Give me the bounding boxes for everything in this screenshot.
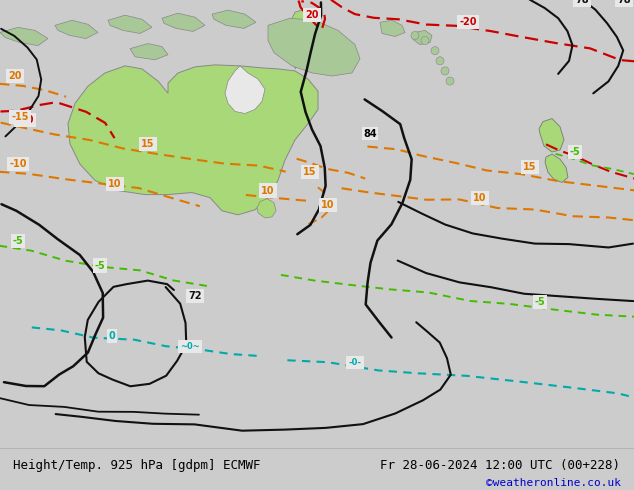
Polygon shape: [268, 18, 360, 76]
Text: ©weatheronline.co.uk: ©weatheronline.co.uk: [486, 478, 621, 489]
Text: 78: 78: [575, 0, 589, 5]
Polygon shape: [545, 154, 568, 182]
Circle shape: [436, 57, 444, 65]
Text: 84: 84: [363, 129, 377, 139]
Polygon shape: [257, 198, 276, 218]
Text: 0: 0: [108, 331, 115, 342]
Polygon shape: [380, 20, 405, 36]
Text: 15: 15: [523, 162, 537, 172]
Text: 10: 10: [261, 186, 275, 196]
Text: -20: -20: [16, 115, 34, 124]
Text: Fr 28-06-2024 12:00 UTC (00+228): Fr 28-06-2024 12:00 UTC (00+228): [380, 459, 621, 472]
Polygon shape: [162, 13, 205, 31]
Text: -5: -5: [534, 297, 545, 307]
Text: 15: 15: [141, 139, 155, 149]
Polygon shape: [0, 27, 48, 46]
Circle shape: [421, 36, 429, 45]
Text: 72: 72: [188, 291, 202, 301]
Circle shape: [431, 47, 439, 55]
Text: 15: 15: [303, 167, 317, 177]
Text: -10: -10: [10, 159, 27, 169]
Text: -0-: -0-: [349, 358, 361, 368]
Text: -5: -5: [569, 147, 580, 157]
Text: 10: 10: [108, 179, 122, 190]
Text: 20: 20: [8, 71, 22, 81]
Circle shape: [446, 77, 454, 85]
Polygon shape: [130, 44, 168, 60]
Polygon shape: [108, 15, 152, 33]
Text: 10: 10: [473, 193, 487, 202]
Text: -5: -5: [13, 236, 23, 246]
Text: 20: 20: [305, 10, 319, 20]
Text: Height/Temp. 925 hPa [gdpm] ECMWF: Height/Temp. 925 hPa [gdpm] ECMWF: [13, 459, 260, 472]
Text: -5: -5: [94, 261, 105, 270]
Polygon shape: [413, 30, 432, 45]
Polygon shape: [225, 66, 265, 114]
Polygon shape: [288, 10, 310, 69]
Text: ~0~: ~0~: [180, 342, 200, 351]
Circle shape: [441, 67, 449, 75]
Polygon shape: [55, 20, 98, 39]
Polygon shape: [212, 10, 256, 28]
Text: -20: -20: [459, 17, 477, 27]
Polygon shape: [539, 119, 564, 152]
Text: -15: -15: [11, 112, 29, 122]
Text: 78: 78: [617, 0, 631, 5]
Circle shape: [411, 31, 419, 40]
Polygon shape: [68, 65, 318, 215]
Text: 10: 10: [321, 200, 335, 210]
